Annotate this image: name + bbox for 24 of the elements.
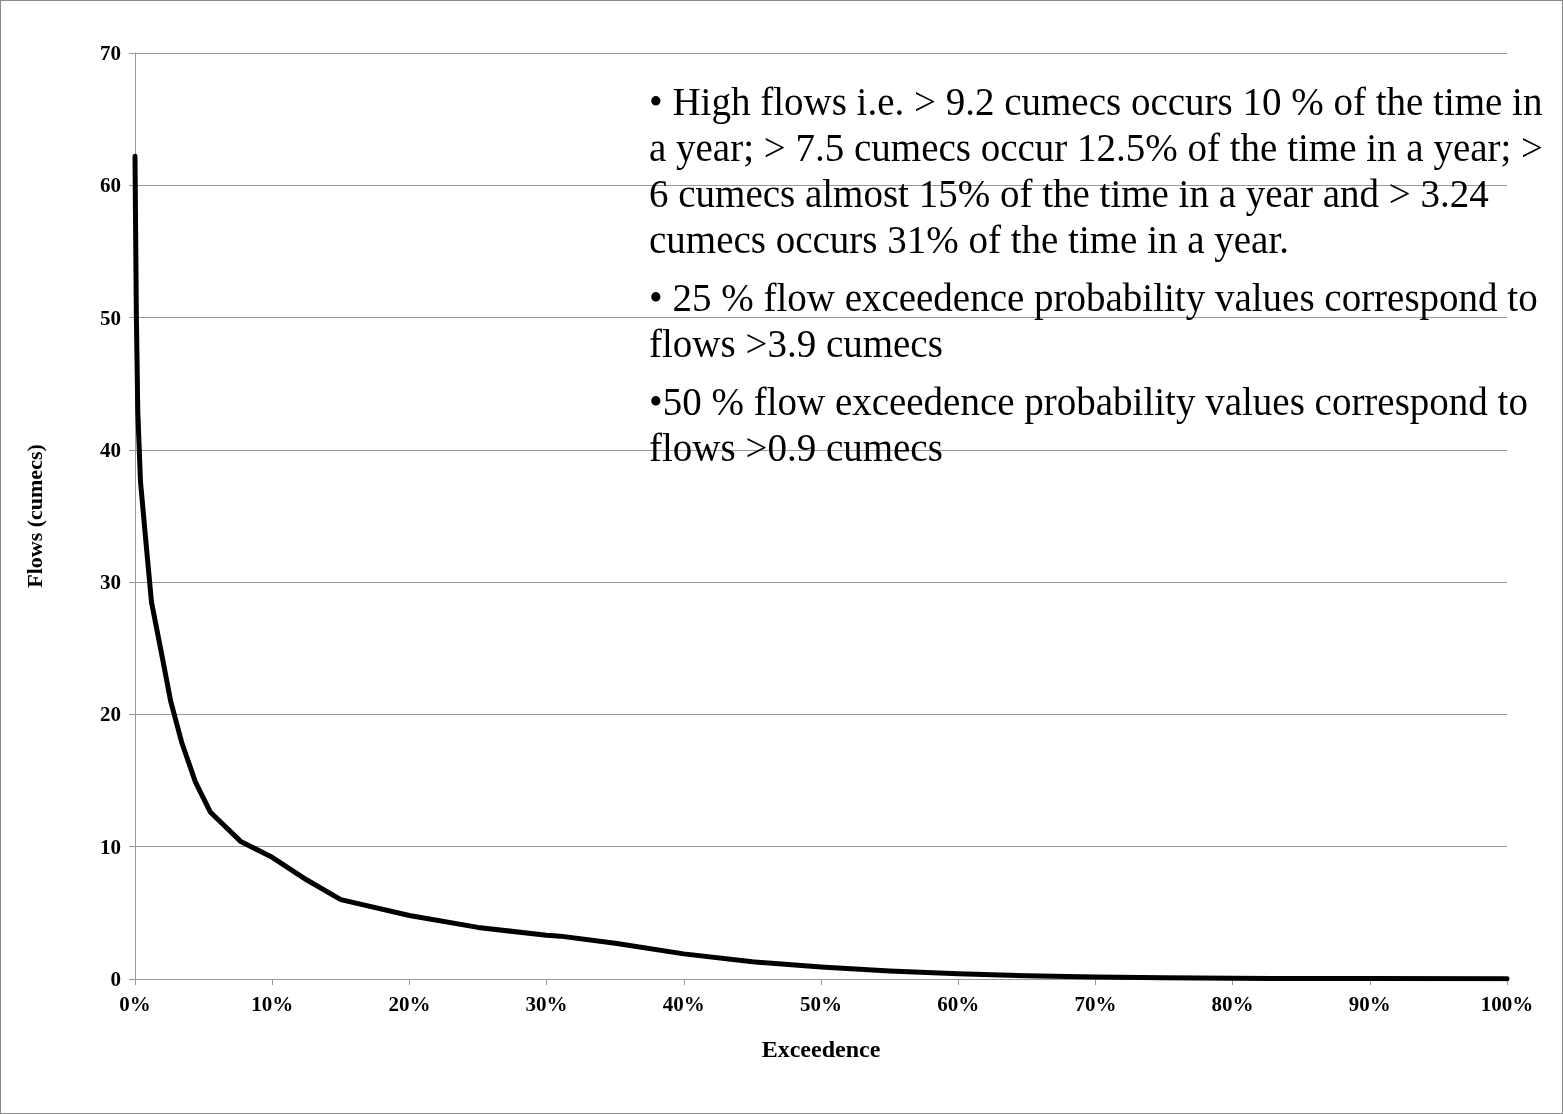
annotation: •50 % flow exceedence probability values correspond to flows >0.9 cumecs — [649, 379, 1529, 471]
annotation: • High flows i.e. > 9.2 cumecs occurs 10 % of the time in a year; > 7.5 cumecs occur 12.5% of the time in a year; > 6 cumecs almost 15% of the time in a year and > 3.24 cumecs occurs 31% of the time in a year. — [649, 79, 1545, 263]
x-tick-label: 100% — [1480, 991, 1534, 1016]
y-tick-label: 40 — [100, 437, 121, 462]
x-tick-label: 0% — [119, 991, 151, 1016]
y-axis-title: Flows (cumecs) — [21, 444, 47, 588]
x-tick-label: 30% — [525, 991, 568, 1016]
y-tick-label: 20 — [100, 702, 121, 727]
annotation: • 25 % flow exceedence probability values correspond to flows >3.9 cumecs — [649, 275, 1539, 367]
y-tick-label: 10 — [100, 834, 121, 859]
x-tick-label: 80% — [1211, 991, 1254, 1016]
y-tick-label: 50 — [100, 305, 121, 330]
y-tick-label: 70 — [100, 41, 121, 65]
x-tick-label: 60% — [937, 991, 980, 1016]
x-tick-label: 90% — [1348, 991, 1391, 1016]
x-tick-label: 50% — [800, 991, 842, 1016]
x-axis-title: Exceedence — [761, 1036, 881, 1062]
x-tick-label: 10% — [251, 991, 294, 1016]
y-tick-label: 0 — [110, 967, 121, 991]
y-tick-label: 60 — [100, 173, 121, 198]
x-tick-label: 70% — [1074, 991, 1117, 1016]
x-tick-label: 20% — [388, 991, 431, 1016]
y-tick-label: 30 — [100, 570, 121, 595]
x-tick-label: 40% — [662, 991, 705, 1016]
